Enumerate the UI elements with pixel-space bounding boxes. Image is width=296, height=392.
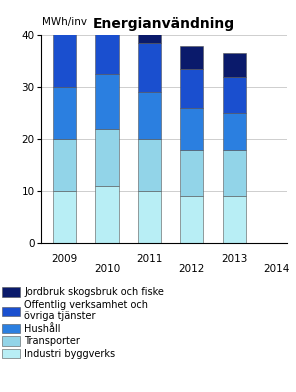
Bar (223, 77, 246, 113)
Title: Energianvändning: Energianvändning (93, 17, 235, 31)
Bar (223, 196, 246, 243)
Bar (138, 139, 161, 191)
Bar (223, 149, 246, 196)
Text: MWh/inv: MWh/inv (42, 18, 87, 27)
Bar (95, 0, 119, 25)
Legend: Jordbruk skogsbruk och fiske, Offentlig verksamhet och
övriga tjänster, Hushåll,: Jordbruk skogsbruk och fiske, Offentlig … (2, 287, 164, 359)
Bar (138, 93, 161, 139)
Bar (95, 25, 119, 74)
Text: 2012: 2012 (178, 264, 205, 274)
Bar (95, 129, 119, 186)
Text: 2013: 2013 (221, 254, 247, 265)
Bar (180, 196, 203, 243)
Bar (138, 43, 161, 93)
Bar (53, 0, 76, 33)
Bar (53, 33, 76, 87)
Bar (223, 53, 246, 77)
Text: 2010: 2010 (94, 264, 120, 274)
Bar (180, 69, 203, 108)
Bar (53, 139, 76, 191)
Bar (138, 191, 161, 243)
Text: 2014: 2014 (263, 264, 290, 274)
Text: 2009: 2009 (52, 254, 78, 265)
Bar (53, 191, 76, 243)
Bar (180, 45, 203, 69)
Text: 2011: 2011 (136, 254, 163, 265)
Bar (223, 113, 246, 149)
Bar (95, 74, 119, 129)
Bar (138, 7, 161, 43)
Bar (180, 149, 203, 196)
Bar (53, 87, 76, 139)
Bar (95, 186, 119, 243)
Bar (180, 108, 203, 149)
